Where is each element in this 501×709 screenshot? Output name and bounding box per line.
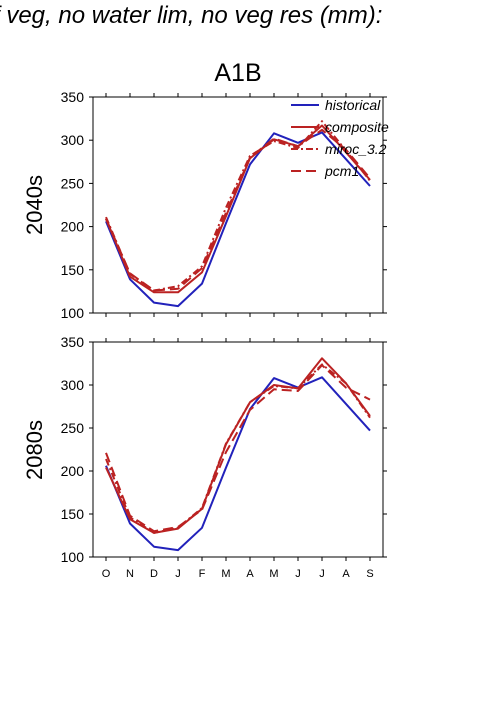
x-tick-label: F xyxy=(199,568,206,580)
page-title-container: f veg, no water lim, no veg res (mm): xyxy=(0,2,501,36)
y-tick-label: 350 xyxy=(61,89,85,105)
series-line-composite xyxy=(105,357,371,534)
x-tick-label: D xyxy=(150,568,158,580)
series-line-historical xyxy=(105,376,371,552)
legend-label: miroc_3.2 xyxy=(325,141,387,157)
legend-label: pcm1 xyxy=(324,163,359,179)
legend-label: historical xyxy=(325,97,381,113)
x-tick-label: S xyxy=(366,568,373,580)
y-tick-label: 100 xyxy=(61,305,85,321)
x-tick-label: J xyxy=(175,568,181,580)
x-tick-label: M xyxy=(221,568,230,580)
scenario-label: A1B xyxy=(214,59,261,87)
y-tick-label: 200 xyxy=(61,219,85,235)
chart-panel-2040s: 100 150 200 250 300 350 2040s historical composi… xyxy=(22,89,389,321)
y-tick-label: 100 xyxy=(61,549,85,565)
y-tick-label: 150 xyxy=(61,262,85,278)
series-line-miroc-3-2 xyxy=(105,363,371,534)
legend-label: composite xyxy=(325,119,389,135)
y-tick-label: 300 xyxy=(61,132,85,148)
x-tick-label: N xyxy=(126,568,134,580)
page-title: f veg, no water lim, no veg res (mm): xyxy=(0,2,383,29)
y-tick-label: 250 xyxy=(61,420,85,436)
x-tick-label: J xyxy=(295,568,301,580)
x-tick-label: M xyxy=(269,568,278,580)
y-tick-label: 200 xyxy=(61,463,85,479)
row-label: 2040s xyxy=(22,175,47,235)
x-tick-label: J xyxy=(319,568,325,580)
y-tick-label: 250 xyxy=(61,175,85,191)
y-tick-label: 300 xyxy=(61,377,85,393)
plot-frame xyxy=(92,341,384,558)
series-line-pcm1 xyxy=(105,364,371,533)
plot-frame xyxy=(92,96,384,314)
legend: historical composite miroc_3.2 pcm1 xyxy=(291,97,389,179)
series-line-historical xyxy=(105,131,371,308)
x-tick-label: A xyxy=(246,568,254,580)
chart-panel-2080s: 100 150 200 250 300 350 O N D J F M A M J J A S 2080s xyxy=(22,334,387,580)
x-tick-label: A xyxy=(342,568,350,580)
row-label: 2080s xyxy=(22,420,47,480)
y-tick-label: 350 xyxy=(61,334,85,350)
y-tick-label: 150 xyxy=(61,506,85,522)
x-tick-label: O xyxy=(102,568,111,580)
series-line-pcm1 xyxy=(105,128,371,292)
